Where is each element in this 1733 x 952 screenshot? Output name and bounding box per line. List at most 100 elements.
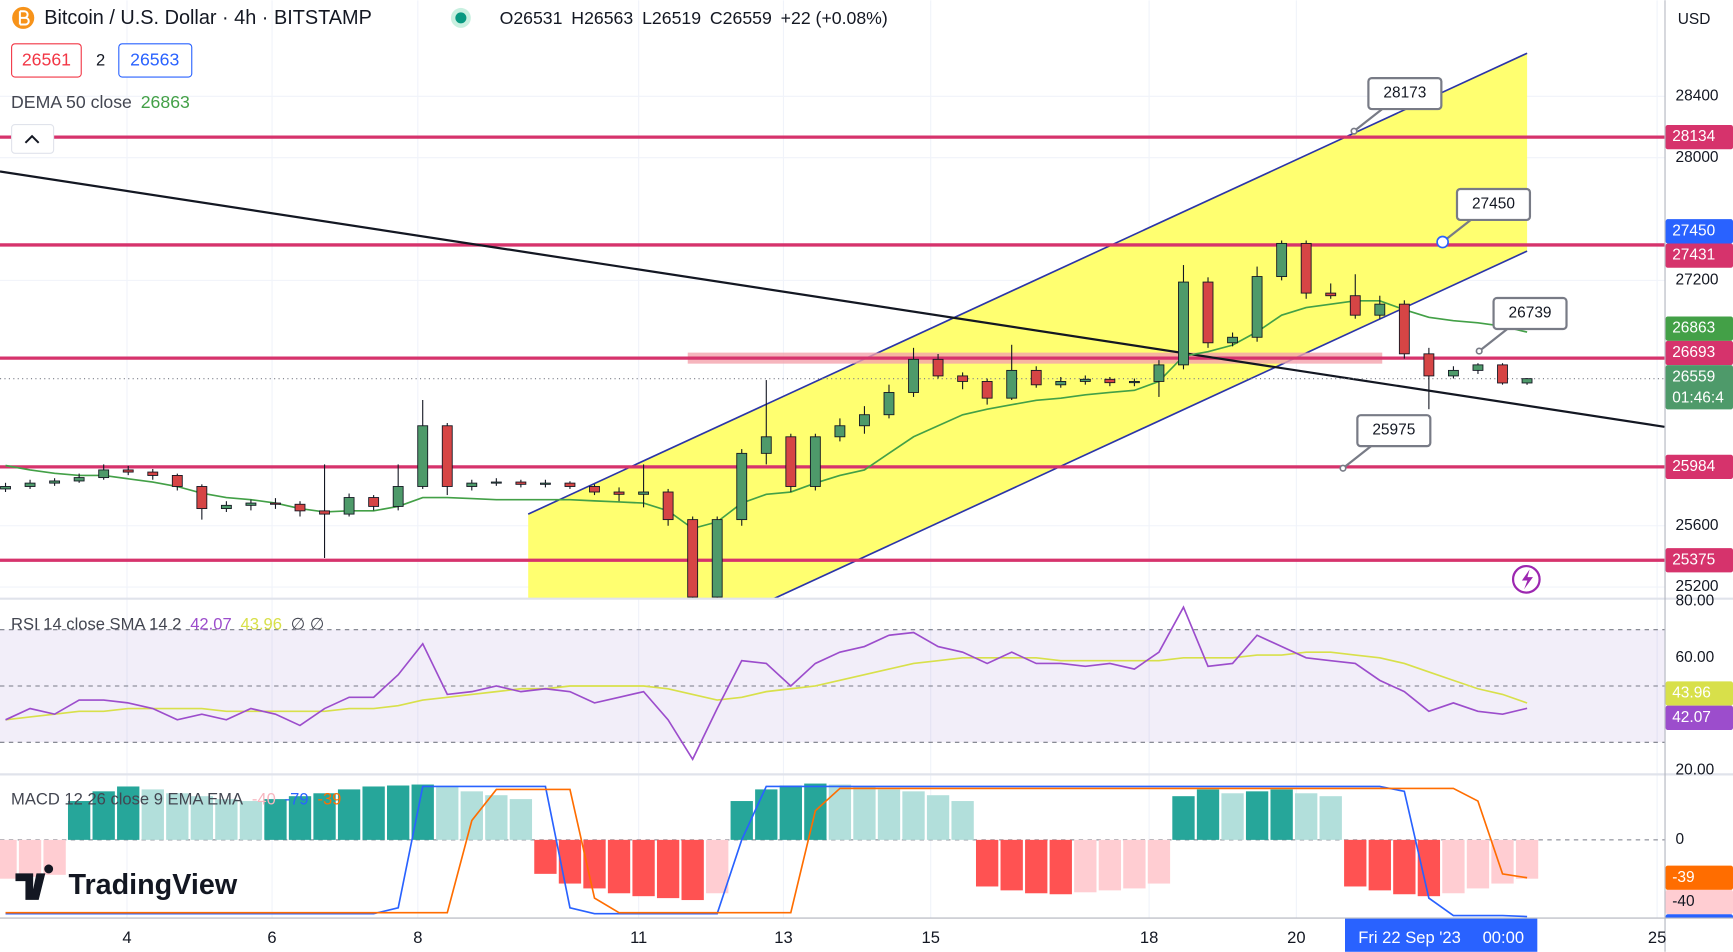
candle-body <box>294 503 306 512</box>
y-tick-label: 80.00 <box>1676 593 1715 610</box>
candle-body <box>1202 281 1214 344</box>
histogram-bar <box>558 839 582 884</box>
candle-body <box>245 502 257 506</box>
histogram-bar <box>730 801 753 840</box>
candle-body <box>24 482 36 487</box>
price-badge <box>1665 365 1733 410</box>
buy-price: 26563 <box>130 50 179 70</box>
ohlc-label: C <box>710 8 723 28</box>
histogram-bar <box>632 839 655 897</box>
currency-box[interactable] <box>1665 0 1733 40</box>
y-tick-label: 0 <box>1676 831 1685 848</box>
candle-body <box>613 491 625 495</box>
histogram-bar <box>387 785 410 840</box>
candle-body <box>908 358 919 393</box>
rsi-line <box>5 605 1528 761</box>
candle-body <box>220 504 232 510</box>
crosshair-date: Fri 22 Sep '23 <box>1358 928 1461 947</box>
signal-line <box>5 787 1528 914</box>
histogram-bar <box>828 784 852 840</box>
chevron-icon <box>24 134 40 144</box>
bitcoin-icon-glyph <box>18 10 30 26</box>
price-badge <box>1665 914 1733 918</box>
callout-box <box>1356 414 1432 448</box>
price-axis: 25200 25600 27200 28000 28400 28134 27450 27431… <box>1665 87 1733 918</box>
rsi-title: RSI 14 close SMA 14 2 <box>11 615 181 634</box>
dema-title: DEMA 50 close <box>11 92 132 112</box>
callout-pointer <box>1353 105 1386 133</box>
histogram-bar <box>485 795 508 840</box>
price-badge <box>1665 548 1733 573</box>
spread: 2 <box>96 50 105 69</box>
candle-body <box>98 469 110 479</box>
candle-body <box>1153 364 1165 382</box>
y-tick-label: 28000 <box>1676 149 1719 166</box>
candle-body <box>196 486 208 510</box>
price-badge-label: 26693 <box>1672 344 1715 361</box>
callout-pointer <box>1342 443 1375 470</box>
histogram-bar <box>436 786 459 840</box>
y-tick-label: 20.00 <box>1676 762 1715 779</box>
histogram-bar <box>509 799 533 840</box>
price-badge <box>1665 865 1733 890</box>
histogram-bar <box>681 839 704 901</box>
histogram-bar <box>1368 839 1391 891</box>
histogram-bar <box>1221 793 1244 840</box>
sma-line <box>5 651 1528 721</box>
candle-body <box>1521 378 1533 384</box>
buy-button[interactable] <box>118 43 193 78</box>
candle-body <box>515 481 527 485</box>
crosshair-time: 00:00 <box>1483 928 1524 947</box>
candle-body <box>883 392 895 416</box>
histogram-bar <box>1344 839 1367 887</box>
y-tick-label: 25600 <box>1676 517 1719 534</box>
histogram-bar <box>1049 839 1072 895</box>
histogram-bar <box>1442 839 1465 894</box>
candle-body <box>1276 242 1288 277</box>
x-tick-label: 4 <box>122 928 131 947</box>
rsi-legend: RSI 14 close SMA 14 2 42.07 43.96 ∅ ∅ <box>11 615 324 634</box>
histogram-bar <box>1000 839 1023 891</box>
callout-box <box>1492 296 1568 331</box>
candle-body <box>1398 303 1410 355</box>
callout-pointer <box>1441 216 1475 243</box>
histogram-bar <box>1270 789 1293 840</box>
histogram-bar <box>215 799 238 840</box>
candle-body <box>957 375 969 382</box>
callout-label: 25975 <box>1372 422 1415 439</box>
candle-body <box>1325 292 1337 297</box>
histogram-bar <box>92 791 115 840</box>
candle-body <box>73 477 85 482</box>
x-tick-label: 20 <box>1287 928 1305 947</box>
rsi-sma-value: 43.96 <box>241 615 282 634</box>
price-badge <box>1665 889 1733 915</box>
price-badge-label: 26559 <box>1672 368 1715 385</box>
dema-line <box>5 299 1528 530</box>
price-badge-label: 26863 <box>1672 320 1715 337</box>
dema-legend: DEMA 50 close 26863 <box>11 92 190 112</box>
sell-button[interactable] <box>11 43 82 78</box>
histogram-bar <box>337 789 361 840</box>
currency: USD <box>1678 11 1711 28</box>
candle-body <box>466 482 478 487</box>
price-badge <box>1665 219 1733 244</box>
histogram-bar <box>1491 839 1514 884</box>
candle-body <box>859 414 870 427</box>
histogram-bar <box>141 789 164 840</box>
callout-label: 27450 <box>1472 196 1515 213</box>
histogram-bar <box>1147 839 1171 884</box>
market-status <box>455 12 467 24</box>
symbol-title: Bitcoin / U.S. Dollar · 4h · BITSTAMP <box>44 7 372 29</box>
sell-price: 26561 <box>22 50 71 70</box>
candle-body <box>932 358 944 377</box>
candle-body <box>343 497 355 515</box>
collapse-button[interactable] <box>11 123 55 154</box>
callout-pointer <box>1478 325 1511 352</box>
histogram-bar <box>1098 839 1122 891</box>
price-badge-label: 42.07 <box>1672 709 1711 726</box>
histogram-bar <box>117 786 140 840</box>
price-badge-label: 27450 <box>1672 222 1715 239</box>
channel-line <box>772 250 1528 599</box>
trend-line <box>0 170 1665 428</box>
